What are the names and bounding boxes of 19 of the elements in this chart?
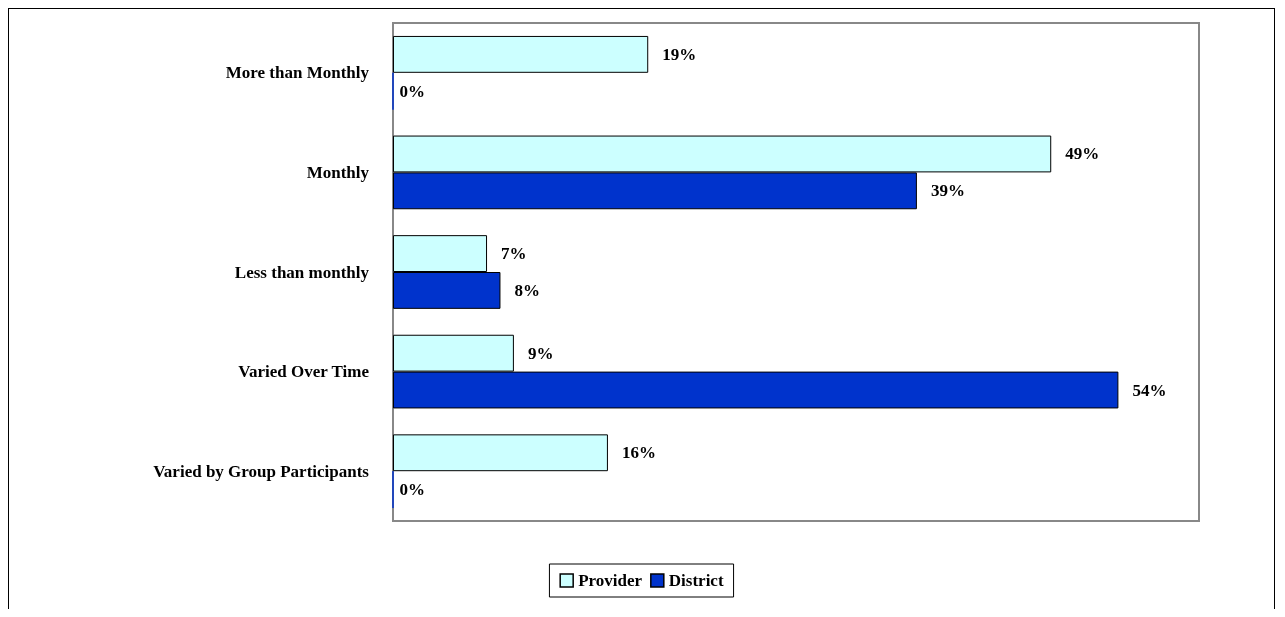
data-label: 9%	[527, 343, 554, 363]
legend-label: Provider	[578, 571, 643, 590]
data-label: 8%	[514, 280, 540, 300]
data-label: 0%	[399, 480, 425, 500]
y-tick-label: More than Monthly	[225, 63, 370, 83]
y-tick-label: Varied Over Time	[238, 362, 370, 382]
y-tick-label: Monthly	[306, 162, 370, 182]
bar	[393, 35, 649, 73]
data-label: 19%	[662, 44, 697, 64]
data-label: 16%	[621, 443, 656, 463]
data-label: 7%	[501, 244, 527, 264]
data-label: 54%	[1132, 380, 1167, 400]
data-label: 49%	[1065, 144, 1100, 164]
y-tick-label: Varied by Group Participants	[153, 461, 370, 481]
data-label: 39%	[930, 181, 965, 201]
legend-label: District	[668, 571, 724, 590]
data-label: 0%	[399, 81, 425, 101]
bar	[393, 434, 608, 472]
y-tick-label: Less than monthly	[234, 262, 370, 282]
